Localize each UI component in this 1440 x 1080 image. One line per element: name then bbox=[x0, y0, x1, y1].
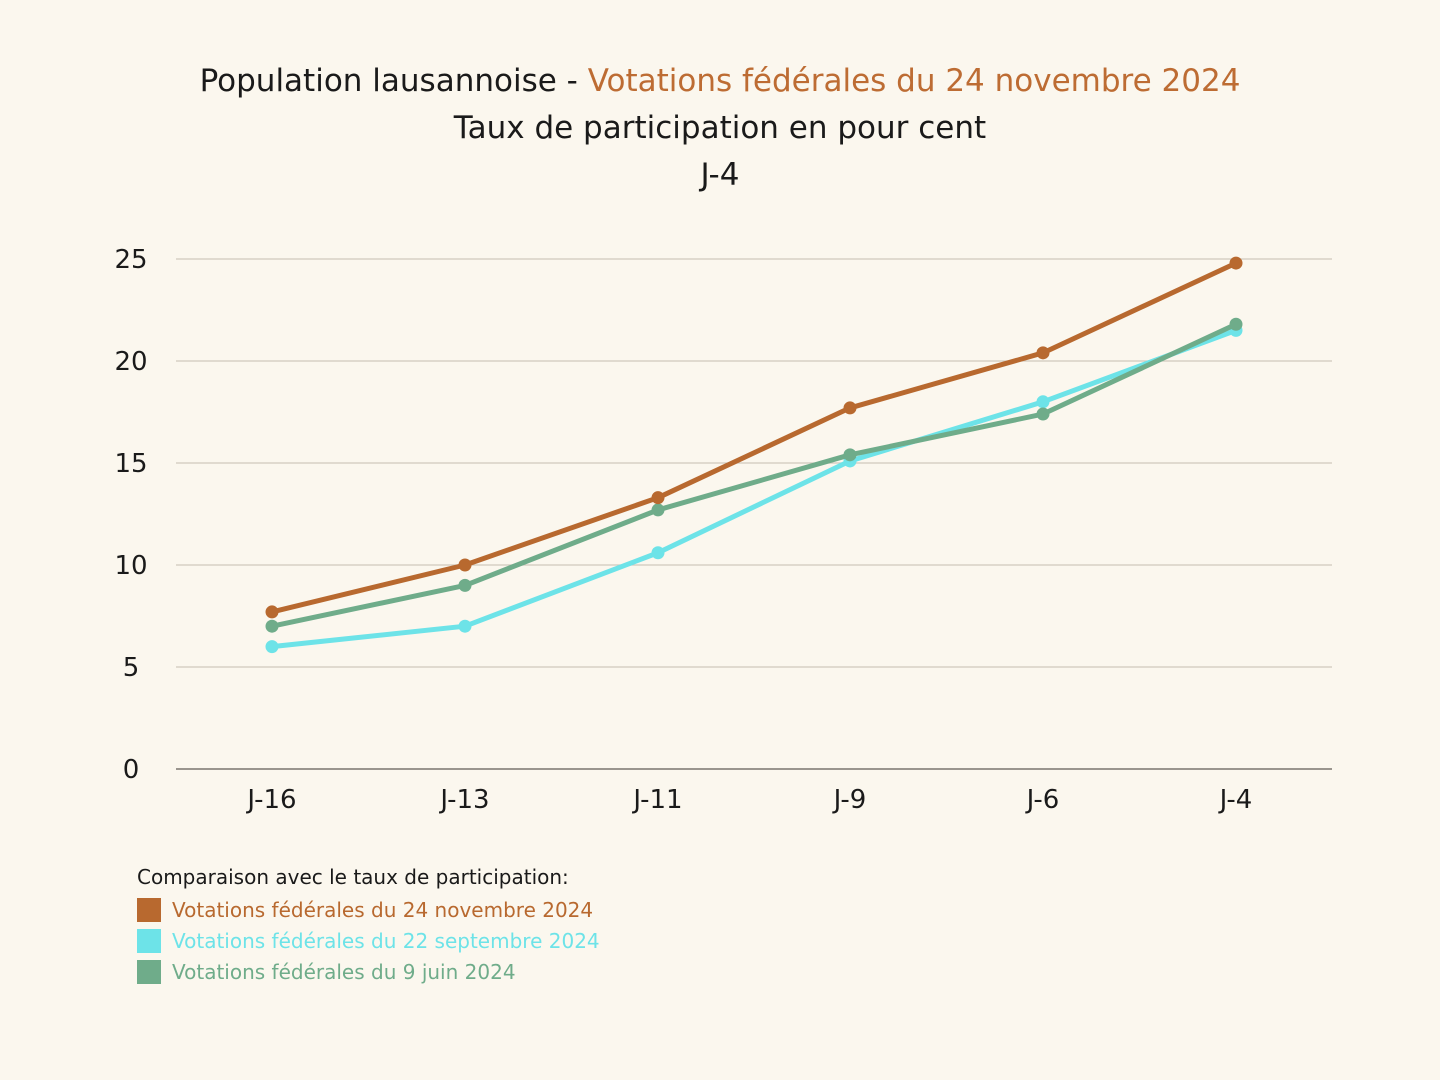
y-axis-ticks: 0 5 10 15 20 25 bbox=[114, 245, 147, 785]
y-tick-label: 15 bbox=[114, 449, 147, 479]
chart-day-label: J-4 bbox=[700, 157, 740, 193]
title-highlight: Votations fédérales du 24 novembre 2024 bbox=[587, 63, 1241, 99]
series-nov-2024 bbox=[265, 256, 1243, 619]
data-point bbox=[651, 546, 665, 560]
legend-label-nov: Votations fédérales du 24 novembre 2024 bbox=[172, 897, 594, 922]
grid-lines bbox=[176, 258, 1332, 770]
x-tick-label: J-4 bbox=[1218, 785, 1253, 815]
data-point bbox=[265, 640, 279, 654]
x-axis-ticks: J-16 J-13 J-11 J-9 J-6 J-4 bbox=[245, 785, 1252, 815]
legend-label-jun: Votations fédérales du 9 juin 2024 bbox=[172, 959, 516, 984]
legend-title: Comparaison avec le taux de participatio… bbox=[137, 865, 569, 889]
legend-swatch-jun bbox=[137, 959, 161, 984]
data-point bbox=[265, 605, 279, 619]
y-tick-label: 5 bbox=[123, 653, 140, 683]
data-point bbox=[1229, 317, 1243, 331]
series-sep-2024-line bbox=[269, 327, 1239, 650]
legend-item-jun: Votations fédérales du 9 juin 2024 bbox=[137, 956, 600, 987]
legend-label-sep: Votations fédérales du 22 septembre 2024 bbox=[172, 928, 600, 953]
data-point bbox=[1036, 407, 1050, 421]
chart-title-block: Population lausannoise - Votations fédér… bbox=[0, 58, 1440, 199]
x-tick-label: J-6 bbox=[1025, 785, 1060, 815]
series-nov-2024-line bbox=[269, 260, 1239, 615]
y-tick-label: 0 bbox=[123, 755, 140, 785]
data-point bbox=[1229, 256, 1243, 270]
legend-swatch-sep bbox=[137, 928, 161, 953]
data-point bbox=[843, 401, 857, 415]
series-group bbox=[265, 256, 1243, 654]
x-tick-label: J-11 bbox=[631, 785, 682, 815]
series-jun-2024-line bbox=[269, 321, 1239, 629]
data-point bbox=[265, 619, 279, 633]
series-jun-2024 bbox=[265, 317, 1243, 633]
legend-swatch-nov bbox=[137, 897, 161, 922]
data-point bbox=[458, 619, 472, 633]
x-tick-label: J-16 bbox=[245, 785, 296, 815]
y-tick-label: 20 bbox=[114, 347, 147, 377]
series-sep-2024 bbox=[265, 323, 1243, 654]
data-point bbox=[651, 503, 665, 517]
data-point bbox=[651, 491, 665, 505]
chart-title: Population lausannoise - Votations fédér… bbox=[0, 58, 1440, 105]
data-point bbox=[1036, 395, 1050, 409]
y-tick-label: 10 bbox=[114, 551, 147, 581]
data-point bbox=[458, 558, 472, 572]
chart-subtitle: Taux de participation en pour cent bbox=[453, 110, 987, 146]
x-tick-label: J-13 bbox=[438, 785, 489, 815]
legend-item-nov: Votations fédérales du 24 novembre 2024 bbox=[137, 894, 600, 925]
title-prefix: Population lausannoise - bbox=[199, 63, 588, 99]
y-tick-label: 25 bbox=[114, 245, 147, 275]
data-point bbox=[1036, 346, 1050, 360]
x-tick-label: J-9 bbox=[832, 785, 867, 815]
legend: Comparaison avec le taux de participatio… bbox=[137, 862, 600, 987]
data-point bbox=[458, 578, 472, 592]
data-point bbox=[843, 448, 857, 462]
legend-item-sep: Votations fédérales du 22 septembre 2024 bbox=[137, 925, 600, 956]
